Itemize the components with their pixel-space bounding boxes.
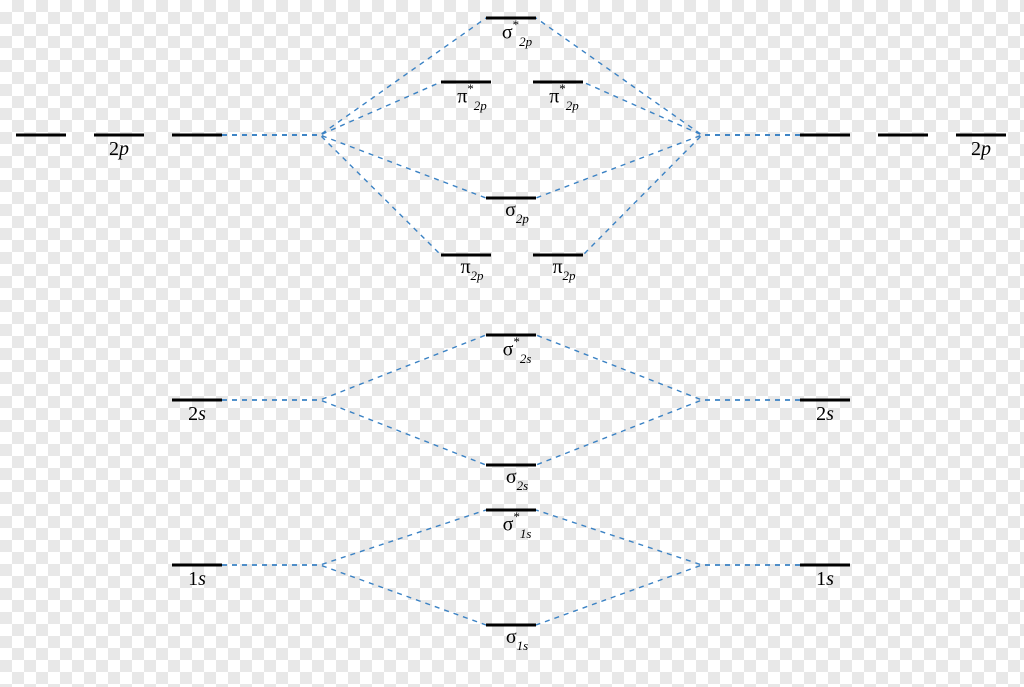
correlation-line — [536, 565, 800, 625]
molecular-orbital-label: σ2s — [506, 467, 528, 490]
correlation-line — [536, 335, 800, 400]
molecular-orbital-label: π*2p — [457, 84, 487, 110]
molecular-orbital-label: σ*2p — [502, 20, 532, 46]
atomic-orbital-label: 2s — [816, 404, 834, 424]
correlation-line — [222, 565, 486, 625]
molecular-orbital-label: σ2p — [505, 200, 529, 223]
atomic-orbital-label: 2s — [188, 404, 206, 424]
correlation-line — [222, 335, 486, 400]
atomic-orbital-label: 1s — [188, 569, 206, 589]
molecular-orbital-label: π*2p — [549, 84, 579, 110]
molecular-orbital-label: π2p — [460, 257, 483, 280]
correlation-line — [222, 135, 441, 255]
correlation-line — [222, 135, 486, 198]
correlation-line — [536, 18, 800, 135]
molecular-orbital-label: π2p — [552, 257, 575, 280]
atomic-orbital-label: 2p — [971, 139, 991, 159]
correlation-line — [583, 135, 800, 255]
atomic-orbital-label: 1s — [816, 569, 834, 589]
correlation-line — [222, 510, 486, 565]
correlation-line — [222, 18, 486, 135]
correlation-line — [536, 135, 800, 198]
molecular-orbital-label: σ1s — [506, 627, 528, 650]
correlation-line — [222, 400, 486, 465]
atomic-orbital-label: 2p — [109, 139, 129, 159]
molecular-orbital-label: σ*2s — [503, 337, 532, 363]
molecular-orbital-label: σ*1s — [503, 512, 532, 538]
correlation-line — [536, 510, 800, 565]
correlation-line — [536, 400, 800, 465]
